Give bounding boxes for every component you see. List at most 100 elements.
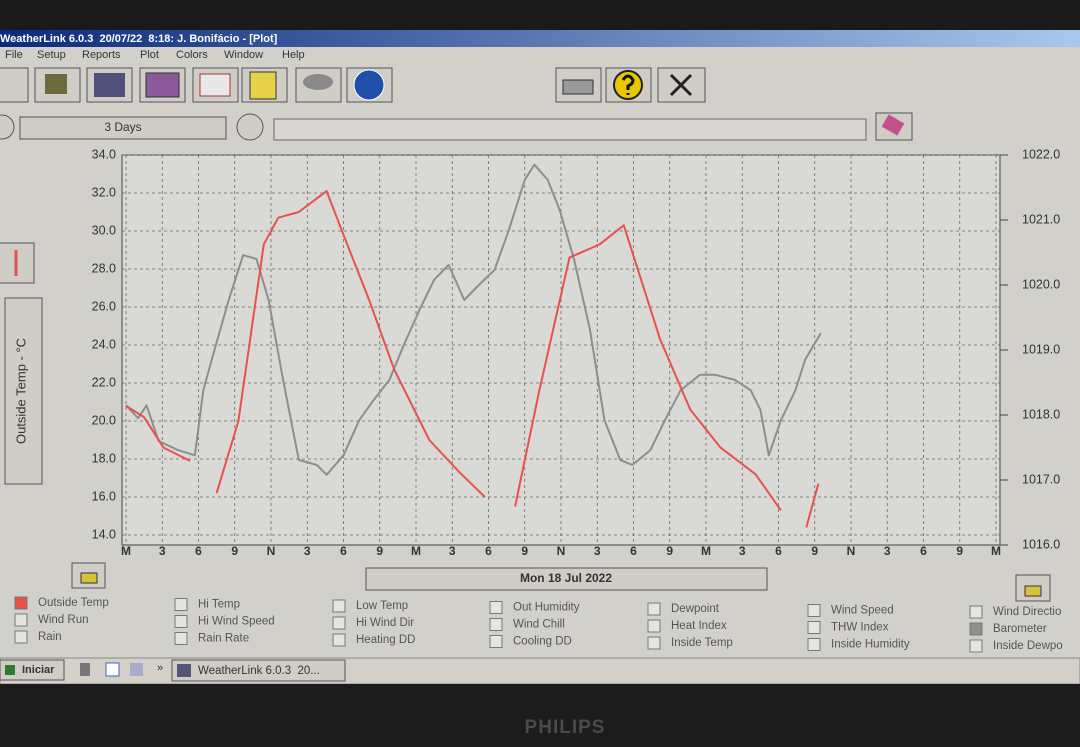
legend-checkbox[interactable]	[647, 619, 661, 633]
start-button[interactable]	[0, 659, 65, 681]
legend-checkbox[interactable]	[174, 598, 188, 611]
legend-label[interactable]: Heating DD	[356, 634, 415, 646]
legend-checkbox[interactable]	[969, 622, 983, 636]
legend-label[interactable]: Outside Temp	[38, 597, 109, 609]
y2-tick-label: 1021.0	[1022, 212, 1060, 226]
icon	[5, 665, 15, 675]
zoom-out-button[interactable]	[236, 113, 264, 141]
x-tick-label: N	[847, 544, 856, 558]
legend-label[interactable]: Wind Speed	[831, 605, 894, 617]
x-tick-label: N	[557, 544, 566, 558]
legend-label[interactable]: Hi Wind Speed	[198, 616, 275, 628]
y-axis-button[interactable]	[4, 297, 43, 485]
legend-checkbox[interactable]	[647, 602, 661, 616]
menu-item[interactable]: Reports	[82, 49, 121, 61]
range-box[interactable]	[19, 116, 227, 140]
legend-label[interactable]: Inside Dewpo	[993, 640, 1063, 652]
legend-checkbox[interactable]	[807, 621, 821, 634]
x-tick-label: 6	[195, 544, 202, 558]
icon	[669, 73, 693, 97]
legend-checkbox[interactable]	[807, 604, 821, 617]
date-box	[365, 567, 768, 591]
legend-label[interactable]: Wind Run	[38, 614, 89, 626]
window-title: WeatherLink 6.0.3 20/07/22 8:18: J. Boni…	[0, 33, 278, 45]
legend-checkbox[interactable]	[174, 615, 188, 628]
status-box	[273, 118, 867, 141]
menu-item[interactable]: Help	[282, 49, 305, 61]
toolbar-button[interactable]	[295, 67, 342, 103]
x-tick-label: 6	[775, 544, 782, 558]
series-line	[125, 163, 822, 476]
x-tick-label: 6	[340, 544, 347, 558]
y-tick-label: 20.0	[92, 413, 116, 427]
series-button[interactable]	[0, 242, 35, 284]
legend-label[interactable]: Wind Directio	[993, 606, 1061, 618]
legend-checkbox[interactable]	[489, 635, 503, 648]
legend-checkbox[interactable]	[489, 618, 503, 631]
legend-checkbox[interactable]	[489, 601, 503, 614]
taskbar-more[interactable]: »	[157, 662, 163, 674]
menu-item[interactable]: Plot	[140, 49, 159, 61]
legend-label[interactable]: Out Humidity	[513, 602, 580, 614]
y2-tick-label: 1016.0	[1022, 537, 1060, 551]
legend-label[interactable]: Rain Rate	[198, 633, 249, 645]
icon	[199, 73, 231, 97]
zoom-in-button[interactable]	[0, 114, 15, 140]
legend-label[interactable]: Low Temp	[356, 600, 408, 612]
legend-label[interactable]: Hi Temp	[198, 599, 240, 611]
legend-checkbox[interactable]	[14, 596, 28, 610]
legend-checkbox[interactable]	[332, 616, 346, 630]
title-bar	[0, 30, 1080, 47]
toolbar	[0, 67, 706, 103]
x-tick-label: 3	[304, 544, 311, 558]
legend-label[interactable]: THW Index	[831, 622, 889, 634]
legend-checkbox[interactable]	[14, 613, 28, 627]
icon[interactable]	[105, 662, 120, 677]
legend-checkbox[interactable]	[647, 636, 661, 650]
y-tick-label: 26.0	[92, 299, 116, 313]
x-tick-label: 6	[485, 544, 492, 558]
legend-label[interactable]: Heat Index	[671, 620, 727, 632]
lock-button[interactable]	[1015, 574, 1051, 602]
menu-item[interactable]: Window	[224, 49, 263, 61]
legend-checkbox[interactable]	[174, 632, 188, 645]
y2-tick-label: 1017.0	[1022, 472, 1060, 486]
icon	[145, 72, 180, 98]
icon[interactable]	[80, 663, 90, 676]
x-tick-label: 3	[884, 544, 891, 558]
toolbar-button[interactable]	[0, 67, 29, 103]
legend-checkbox[interactable]	[332, 633, 346, 647]
legend-label[interactable]: Inside Humidity	[831, 639, 910, 651]
icon[interactable]	[130, 663, 143, 676]
menu-item[interactable]: Colors	[176, 49, 208, 61]
legend-label[interactable]: Cooling DD	[513, 636, 572, 648]
y-tick-label: 24.0	[92, 337, 116, 351]
legend-label[interactable]: Inside Temp	[671, 637, 733, 649]
x-tick-label: 9	[376, 544, 383, 558]
legend-checkbox[interactable]	[969, 605, 983, 619]
legend-label[interactable]: Rain	[38, 631, 62, 643]
legend-label[interactable]: Barometer	[993, 623, 1047, 635]
y-axis-label: Outside Temp - °C	[13, 338, 28, 444]
icon	[881, 114, 905, 136]
legend-checkbox[interactable]	[807, 638, 821, 651]
legend-checkbox[interactable]	[14, 630, 28, 644]
legend-label[interactable]: Dewpoint	[671, 603, 720, 615]
legend-label[interactable]: Hi Wind Dir	[356, 617, 414, 629]
icon	[621, 74, 635, 95]
x-tick-label: N	[267, 544, 276, 558]
legend-checkbox[interactable]	[969, 639, 983, 653]
plot: M 3 6 9 N 3 6 9 M 3 6 9 N 3 6 9 M 3 6 9 N 3 6 9 M 14.0 16.0 18.0 20.…	[92, 147, 1061, 558]
menu-item[interactable]: File	[5, 49, 23, 61]
x-tick-label: M	[121, 544, 131, 558]
menu-item[interactable]: Setup	[37, 49, 66, 61]
icon	[353, 69, 385, 101]
y2-tick-label: 1018.0	[1022, 407, 1060, 421]
y-tick-label: 34.0	[92, 147, 116, 161]
legend-label[interactable]: Wind Chill	[513, 619, 565, 631]
task-button[interactable]	[171, 659, 346, 682]
y2-tick-label: 1019.0	[1022, 342, 1060, 356]
icon	[94, 73, 125, 97]
legend-checkbox[interactable]	[332, 599, 346, 613]
